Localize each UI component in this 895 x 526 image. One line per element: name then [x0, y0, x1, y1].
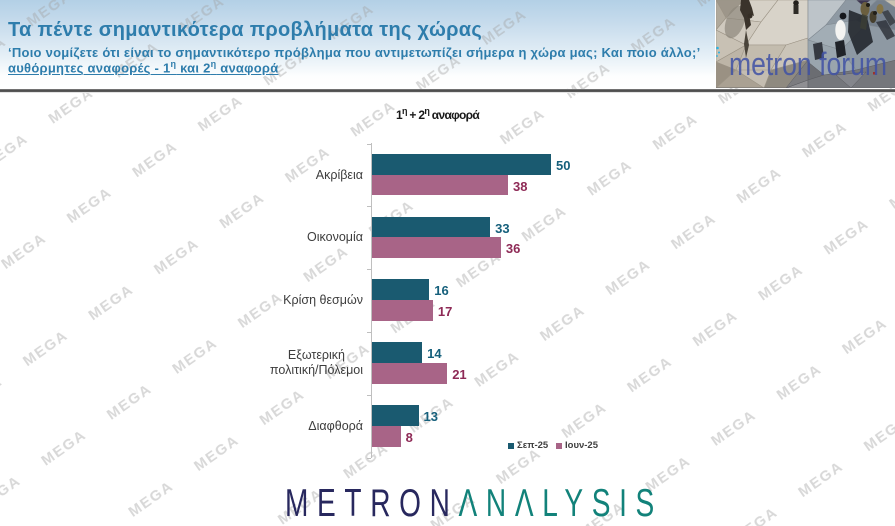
svg-text:METRONΛΝΛLYSIS: METRONΛΝΛLYSIS: [285, 482, 663, 524]
svg-text:metron forum: metron forum: [729, 46, 887, 82]
